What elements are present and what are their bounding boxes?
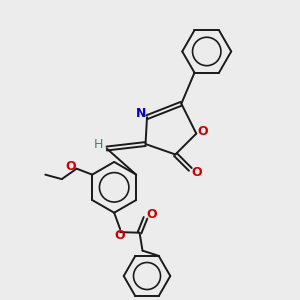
Text: H: H bbox=[94, 138, 103, 152]
Text: N: N bbox=[136, 107, 146, 120]
Text: O: O bbox=[115, 229, 125, 242]
Text: O: O bbox=[197, 125, 208, 138]
Text: O: O bbox=[65, 160, 76, 173]
Text: O: O bbox=[147, 208, 158, 221]
Text: O: O bbox=[192, 167, 202, 179]
